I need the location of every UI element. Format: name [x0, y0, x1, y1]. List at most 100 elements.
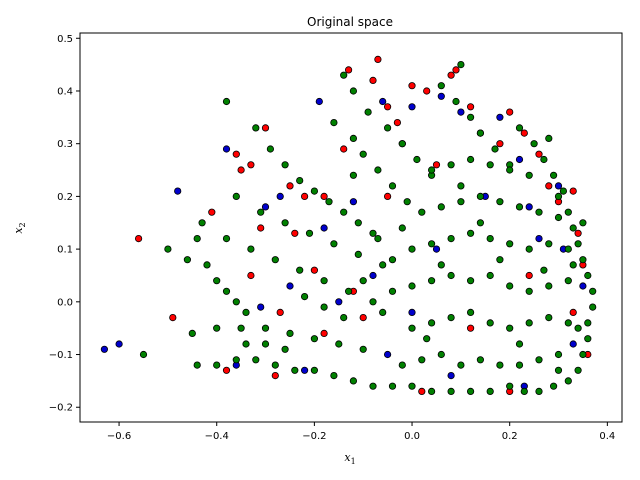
scatter-point — [437, 261, 445, 269]
scatter-point — [408, 103, 416, 111]
scatter-point — [349, 171, 357, 179]
scatter-point — [457, 60, 465, 69]
scatter-point — [466, 103, 475, 111]
scatter-point — [589, 303, 597, 311]
scatter-point — [486, 319, 494, 327]
scatter-point — [340, 208, 348, 216]
scatter-point — [340, 313, 348, 322]
scatter-point — [291, 366, 299, 374]
scatter-point — [237, 166, 245, 174]
scatter-point — [584, 319, 592, 327]
scatter-point — [447, 313, 455, 322]
scatter-point — [545, 313, 553, 322]
scatter-point — [540, 155, 548, 164]
y-axis-label: x2 — [12, 222, 27, 233]
scatter-point — [569, 261, 577, 269]
scatter-point — [535, 387, 543, 395]
scatter-point — [457, 361, 465, 369]
scatter-point — [379, 308, 387, 316]
scatter-point — [466, 308, 475, 316]
scatter-point — [452, 97, 460, 106]
scatter-point — [515, 203, 524, 211]
scatter-point — [579, 282, 587, 290]
scatter-point — [554, 366, 563, 374]
scatter-point — [525, 203, 533, 211]
scatter-point — [139, 350, 148, 359]
scatter-point — [203, 261, 211, 269]
scatter-point — [432, 161, 441, 169]
scatter-point — [437, 203, 445, 211]
scatter-point — [530, 140, 538, 148]
scatter-point — [232, 150, 240, 158]
scatter-point — [388, 256, 397, 264]
scatter-point — [486, 235, 494, 243]
scatter-point — [545, 134, 553, 142]
scatter-point — [574, 229, 582, 237]
scatter-point — [388, 287, 397, 295]
scatter-point — [579, 219, 587, 227]
scatter-point — [300, 192, 309, 200]
scatter-point — [506, 382, 514, 390]
scatter-point — [427, 166, 436, 174]
x-tick-label: 0.0 — [404, 431, 420, 442]
scatter-point — [427, 387, 436, 395]
scatter-point — [257, 224, 265, 232]
scatter-point — [540, 266, 548, 274]
scatter-point — [452, 66, 460, 74]
scatter-point — [388, 382, 397, 390]
scatter-point — [266, 145, 274, 153]
scatter-point — [457, 182, 465, 190]
scatter-point — [359, 345, 367, 353]
scatter-point — [169, 313, 177, 322]
scatter-point — [393, 119, 401, 127]
scatter-point — [271, 256, 279, 264]
scatter-point — [383, 350, 392, 359]
scatter-point — [515, 155, 524, 164]
scatter-point — [515, 124, 524, 132]
y-tick-label: 0.1 — [57, 245, 73, 256]
scatter-point — [374, 55, 382, 64]
scatter-point — [466, 113, 475, 121]
scatter-point — [506, 166, 514, 174]
scatter-point — [525, 245, 533, 253]
scatter-point — [535, 356, 543, 364]
scatter-point — [271, 361, 279, 369]
scatter-point — [486, 387, 494, 395]
y-tick-label: 0.2 — [57, 192, 73, 203]
scatter-point — [383, 192, 392, 200]
scatter-point — [286, 182, 294, 190]
scatter-point — [418, 387, 426, 395]
scatter-point — [222, 97, 231, 106]
scatter-point — [466, 324, 475, 332]
chart-title: Original space — [307, 15, 393, 29]
scatter-point — [354, 219, 362, 227]
scatter-point — [369, 298, 377, 306]
scatter-point — [506, 240, 514, 248]
scatter-point — [222, 287, 231, 295]
scatter-point — [369, 271, 377, 280]
scatter-point — [506, 282, 514, 290]
scatter-point — [486, 161, 494, 169]
scatter-point — [564, 377, 572, 385]
scatter-point — [564, 208, 572, 216]
scatter-point — [408, 245, 416, 253]
scatter-point — [242, 308, 250, 316]
scatter-point — [398, 224, 406, 232]
scatter-point — [447, 271, 455, 280]
scatter-point — [564, 245, 572, 253]
scatter-point — [310, 366, 318, 374]
scatter-point — [476, 356, 484, 364]
scatter-point — [252, 356, 260, 364]
scatter-point — [496, 361, 504, 369]
scatter-point — [344, 287, 353, 295]
scatter-point — [242, 340, 250, 348]
scatter-point — [320, 329, 328, 337]
axes-border — [79, 32, 623, 423]
scatter-point — [574, 324, 582, 332]
scatter-point — [574, 240, 582, 248]
scatter-point — [549, 171, 558, 179]
scatter-point — [320, 277, 328, 285]
scatter-point — [525, 319, 533, 327]
scatter-point — [305, 229, 314, 237]
scatter-point — [330, 371, 338, 380]
